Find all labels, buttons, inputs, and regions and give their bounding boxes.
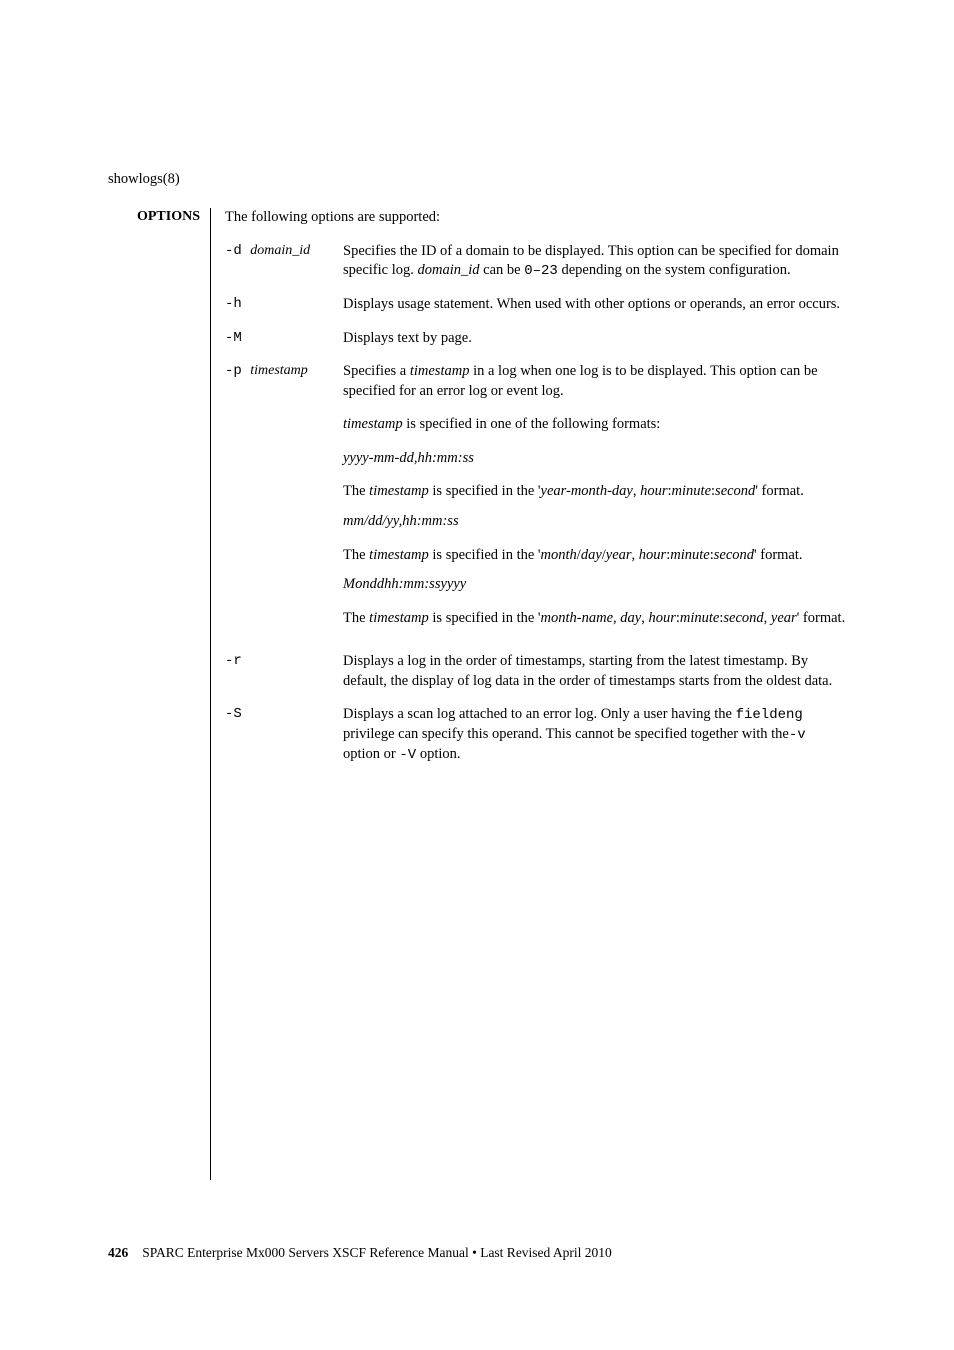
option-d-arg: domain_id [250,243,310,258]
code: -V [399,747,416,763]
fmt-token: second [715,483,755,499]
section-content: The following options are supported: -d … [211,208,846,1180]
text: ' format. [797,610,846,626]
text: The [343,547,369,563]
text: option. [416,746,460,762]
text: is specified in the ' [429,547,541,563]
arg-ref: timestamp [410,363,470,379]
option-h-desc: Displays usage statement. When used with… [343,295,846,315]
fmt-token: year [771,610,797,626]
option-h-term: -h [225,295,343,315]
header-command: showlogs(8) [108,170,180,190]
fmt-token: month [541,547,577,563]
format-1-head: yyyy-mm-dd,hh:mm:ss [343,449,846,469]
fmt-token: hour [639,547,666,563]
fmt-token: month-name [541,610,614,626]
option-p-flag: -p [225,363,242,379]
text: Displays a log in the order of timestamp… [343,652,846,691]
text: is specified in the ' [429,483,541,499]
format-2-head: mm/dd/yy,hh:mm:ss [343,512,846,532]
page-number: 426 [108,1245,128,1260]
arg-ref: timestamp [343,416,403,432]
format-1: yyyy-mm-dd,hh:mm:ss The timestamp is spe… [343,449,846,502]
text: ' format. [754,547,803,563]
text: Specifies a [343,363,410,379]
section-intro: The following options are supported: [225,208,846,228]
code: 0–23 [524,263,558,279]
text: is specified in the ' [429,610,541,626]
option-d-term: -d domain_id [225,242,343,281]
format-3-head: Monddhh:mm:ssyyyy [343,575,846,595]
text: is specified in one of the following for… [403,416,661,432]
option-d-flag: -d [225,243,242,259]
arg-ref: timestamp [369,547,429,563]
text: ' format. [755,483,804,499]
option-s-desc: Displays a scan log attached to an error… [343,705,846,765]
format-2: mm/dd/yy,hh:mm:ss The timestamp is speci… [343,512,846,565]
fmt-token: year-month-day [541,483,633,499]
format-2-body: The timestamp is specified in the 'month… [343,546,846,566]
text: privilege can specify this operand. This… [343,726,789,742]
options-section: OPTIONS The following options are suppor… [108,208,846,1180]
option-h: -h Displays usage statement. When used w… [225,295,846,315]
option-p-term: -p timestamp [225,362,343,638]
text: The [343,610,369,626]
text: The [343,483,369,499]
fmt-token: year [606,547,632,563]
format-3: Monddhh:mm:ssyyyy The timestamp is speci… [343,575,846,628]
arg-ref: domain_id [418,262,480,278]
format-1-body: The timestamp is specified in the 'year-… [343,482,846,502]
text: Displays text by page. [343,329,846,349]
option-r-desc: Displays a log in the order of timestamp… [343,652,846,691]
code: -v [789,727,806,743]
section-label: OPTIONS [108,208,210,1180]
text: , [764,610,771,626]
text: depending on the system configuration. [558,262,791,278]
option-r: -r Displays a log in the order of timest… [225,652,846,691]
page: showlogs(8) OPTIONS The following option… [0,0,954,1350]
arg-ref: timestamp [369,610,429,626]
option-p-desc: Specifies a timestamp in a log when one … [343,362,846,638]
option-p: -p timestamp Specifies a timestamp in a … [225,362,846,638]
format-3-body: The timestamp is specified in the 'month… [343,609,846,629]
fmt-token: minute [670,547,709,563]
fmt-token: hour [648,610,675,626]
fmt-token: day [581,547,602,563]
fmt-token: hour [640,483,667,499]
option-m-term: -M [225,329,343,349]
option-d: -d domain_id Specifies the ID of a domai… [225,242,846,281]
page-footer: 426 SPARC Enterprise Mx000 Servers XSCF R… [108,1244,612,1262]
fmt-token: minute [680,610,719,626]
option-r-term: -r [225,652,343,691]
text: Displays usage statement. When used with… [343,295,846,315]
option-s-term: -S [225,705,343,765]
fmt-token: day [620,610,641,626]
fmt-token: second [714,547,754,563]
fmt-token: minute [672,483,711,499]
footer-text: SPARC Enterprise Mx000 Servers XSCF Refe… [142,1245,612,1260]
option-p-arg: timestamp [250,363,308,378]
code: fieldeng [736,707,803,723]
text: Displays a scan log attached to an error… [343,706,736,722]
option-s: -S Displays a scan log attached to an er… [225,705,846,765]
text: can be [480,262,525,278]
arg-ref: timestamp [369,483,429,499]
option-d-desc: Specifies the ID of a domain to be displ… [343,242,846,281]
text: option or [343,746,399,762]
option-m-desc: Displays text by page. [343,329,846,349]
fmt-token: second [723,610,763,626]
option-m: -M Displays text by page. [225,329,846,349]
text: , [632,547,639,563]
